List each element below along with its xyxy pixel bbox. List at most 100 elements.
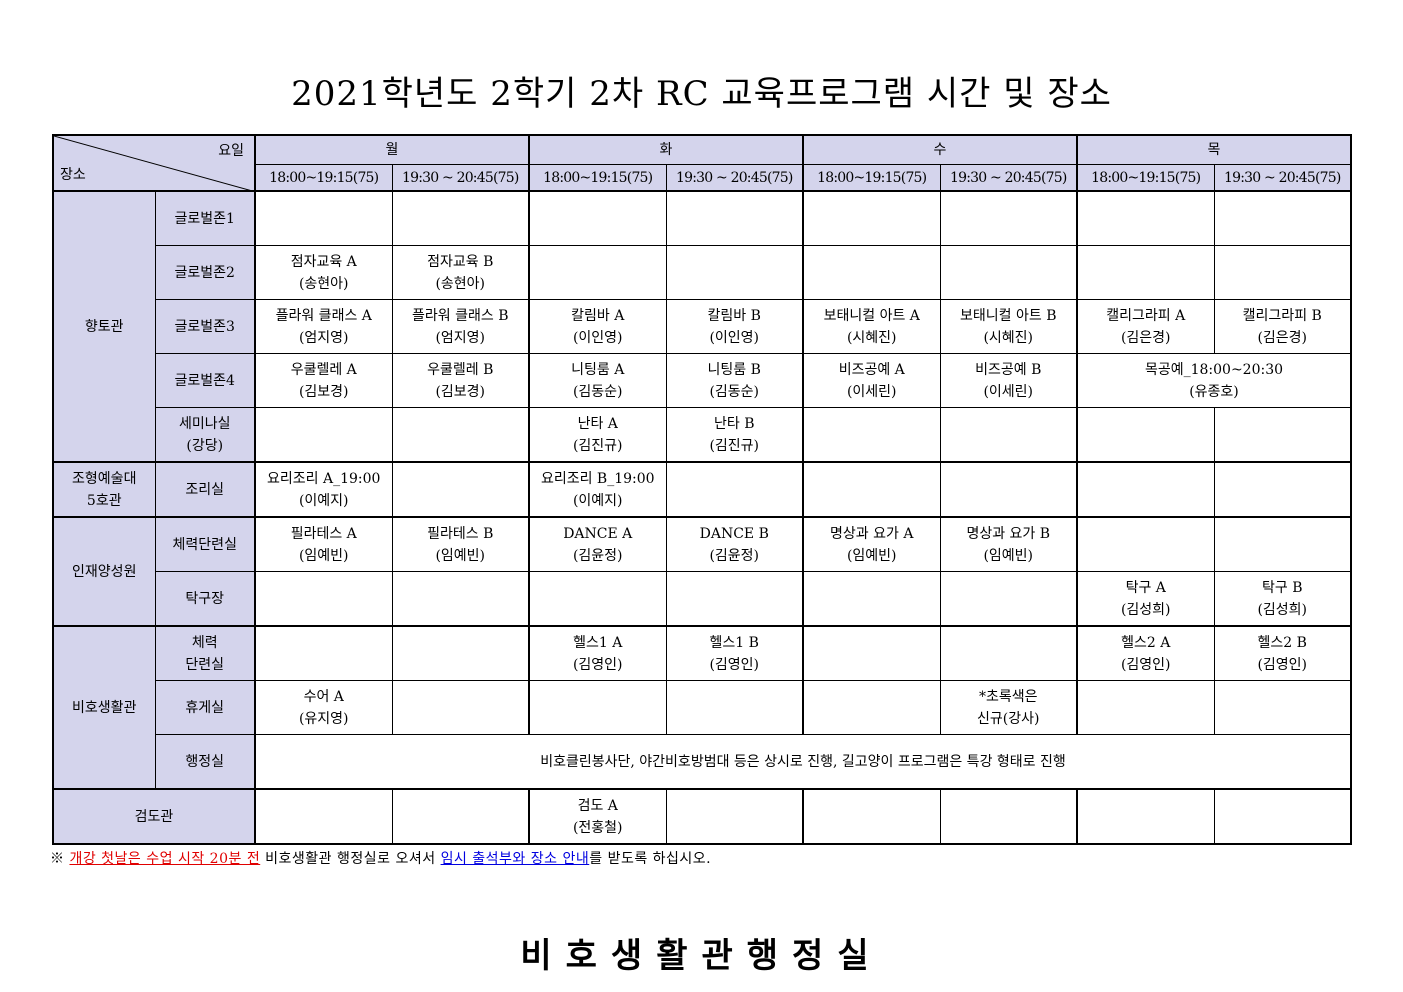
- schedule-cell: [1076, 788, 1215, 845]
- notice: ※ 개강 첫날은 수업 시작 20분 전 비호생활관 행정실로 오셔서 임시 출…: [50, 848, 711, 868]
- room-name: 체력 단련실: [185, 634, 225, 673]
- program-title: 목공예_18:00~20:30: [1144, 361, 1284, 378]
- building-name: 비호생활관: [72, 699, 137, 716]
- program-instructor: (엄지영): [435, 329, 486, 346]
- program-title: 캘리그라피 A: [1106, 307, 1186, 324]
- schedule-cell: [254, 625, 393, 681]
- schedule-cell: [802, 788, 941, 845]
- program-instructor: (김윤정): [709, 547, 760, 564]
- header-day-row: 요일 장소 월 화 수 목: [52, 134, 1352, 192]
- program-instructor: (시혜진): [983, 329, 1034, 346]
- table-row: 글로벌존4 우쿨렐레 A (김보경) 우쿨렐레 B (김보경) 니팅룸 A (김동순) 니팅룸…: [53, 353, 1352, 408]
- schedule-cell: 캘리그라피 B (김은경): [1213, 299, 1352, 354]
- schedule-cell: 헬스2 B (김영인): [1213, 625, 1352, 681]
- schedule-cell: 헬스2 A (김영인): [1076, 625, 1215, 681]
- program-title: 검도 A: [577, 797, 618, 814]
- schedule-cell: 명상과 요가 B (임예빈): [939, 516, 1078, 572]
- schedule-cell: [391, 680, 530, 735]
- program-title: 명상과 요가 B: [966, 525, 1051, 542]
- schedule-cell: [802, 680, 941, 735]
- schedule-cell: [665, 190, 804, 246]
- schedule-cell: [391, 788, 530, 845]
- program-instructor: (김동순): [572, 383, 623, 400]
- schedule-cell: [939, 571, 1078, 627]
- time-slot-header: 18:00~19:15(75): [528, 164, 667, 192]
- notice-blue-text: 임시 출석부와 장소 안내: [440, 851, 590, 867]
- program-title: 요리조리 A_19:00: [267, 470, 381, 487]
- day-header-wed: 수: [802, 134, 1078, 165]
- program-instructor: (시혜진): [846, 329, 897, 346]
- room-name: 글로벌존2: [174, 264, 235, 281]
- schedule-cell: 보태니컬 아트 B (시혜진): [939, 299, 1078, 354]
- program-title: *초록색은: [978, 688, 1038, 705]
- program-title: 플라워 클래스 B: [412, 307, 509, 324]
- schedule-cell: 비즈공예 A (이세린): [802, 353, 941, 408]
- room-name: 글로벌존4: [174, 372, 235, 389]
- schedule-cell: 수어 A (유지영): [254, 680, 393, 735]
- table-row: 휴게실 수어 A (유지영) *초록색은 신규(강사): [53, 680, 1352, 735]
- table-row: 인재양성원 체력단련실 필라테스 A (임예빈) 필라테스 B (임예빈) DANCE A (…: [52, 516, 1352, 627]
- schedule-cell: 헬스1 A (김영인): [528, 625, 667, 681]
- room-cell: 휴게실: [154, 680, 256, 735]
- room-cell: 체력 단련실: [154, 625, 256, 681]
- program-title: 비호클린봉사단, 야간비호방범대 등은 상시로 진행, 길고양이 프로그램은 특…: [540, 753, 1066, 770]
- schedule-cell: [1076, 461, 1215, 518]
- program-title: 점자교육 A: [290, 253, 357, 270]
- program-instructor: (이예지): [298, 492, 349, 509]
- program-instructor: (김윤정): [572, 547, 623, 564]
- program-instructor: (송현아): [298, 275, 349, 292]
- schedule-cell: [939, 461, 1078, 518]
- schedule-cell: 명상과 요가 A (임예빈): [802, 516, 941, 572]
- time-slot-header: 19:30 ~ 20:45(75): [665, 164, 804, 192]
- program-instructor: (임예빈): [846, 547, 897, 564]
- table-row: 검도관 검도 A (전홍철): [52, 788, 1352, 845]
- program-instructor: (유종호): [1189, 383, 1239, 400]
- room-name: 글로벌존1: [174, 210, 235, 227]
- schedule-cell: [528, 680, 667, 735]
- room-cell: 행정실: [154, 734, 256, 790]
- day-header-mon: 월: [254, 134, 530, 165]
- schedule-cell: [802, 190, 941, 246]
- schedule-cell: [254, 788, 393, 845]
- schedule-cell: [939, 407, 1078, 463]
- schedule-cell: [391, 461, 530, 518]
- day-header-tue: 화: [528, 134, 804, 165]
- schedule-cell: [1213, 407, 1352, 463]
- schedule-cell: 점자교육 A (송현아): [254, 245, 393, 300]
- schedule-cell: 비호클린봉사단, 야간비호방범대 등은 상시로 진행, 길고양이 프로그램은 특…: [254, 734, 1352, 790]
- schedule-cell: 탁구 A (김성희): [1076, 571, 1215, 627]
- program-instructor: (김영인): [1120, 656, 1171, 673]
- schedule-cell: [665, 680, 804, 735]
- program-title: 칼림바 B: [707, 307, 761, 324]
- program-title: DANCE B: [699, 525, 769, 542]
- schedule-cell: [939, 788, 1078, 845]
- schedule-cell: [665, 461, 804, 518]
- program-instructor: (김성희): [1120, 601, 1171, 618]
- schedule-cell: [391, 571, 530, 627]
- program-title: 니팅룸 A: [571, 361, 625, 378]
- schedule-cell: DANCE B (김윤정): [665, 516, 804, 572]
- schedule-cell: [254, 571, 393, 627]
- program-instructor: (이예지): [572, 492, 623, 509]
- schedule-cell: [391, 625, 530, 681]
- program-title: 비즈공예 B: [975, 361, 1042, 378]
- schedule-cell: [665, 788, 804, 845]
- table-row: 글로벌존2 점자교육 A (송현아) 점자교육 B (송현아): [53, 245, 1352, 300]
- program-title: 탁구 A: [1125, 579, 1166, 596]
- diagonal-line: [54, 136, 251, 190]
- program-title: 헬스2 B: [1257, 634, 1307, 651]
- room-cell: 글로벌존1: [154, 190, 256, 246]
- schedule-cell: [939, 190, 1078, 246]
- schedule-cell: *초록색은 신규(강사): [939, 680, 1078, 735]
- schedule-cell: [1076, 680, 1215, 735]
- building-name: 인재양성원: [72, 563, 137, 580]
- program-instructor: (김진규): [709, 437, 760, 454]
- program-title: 탁구 B: [1262, 579, 1303, 596]
- schedule-cell: [1213, 680, 1352, 735]
- day-label: 요일: [218, 143, 244, 159]
- building-cell: 인재양성원: [52, 516, 156, 627]
- building-cell: 검도관: [52, 788, 256, 845]
- schedule-cell: [1213, 516, 1352, 572]
- schedule-cell: [939, 625, 1078, 681]
- schedule-cell: 헬스1 B (김영인): [665, 625, 804, 681]
